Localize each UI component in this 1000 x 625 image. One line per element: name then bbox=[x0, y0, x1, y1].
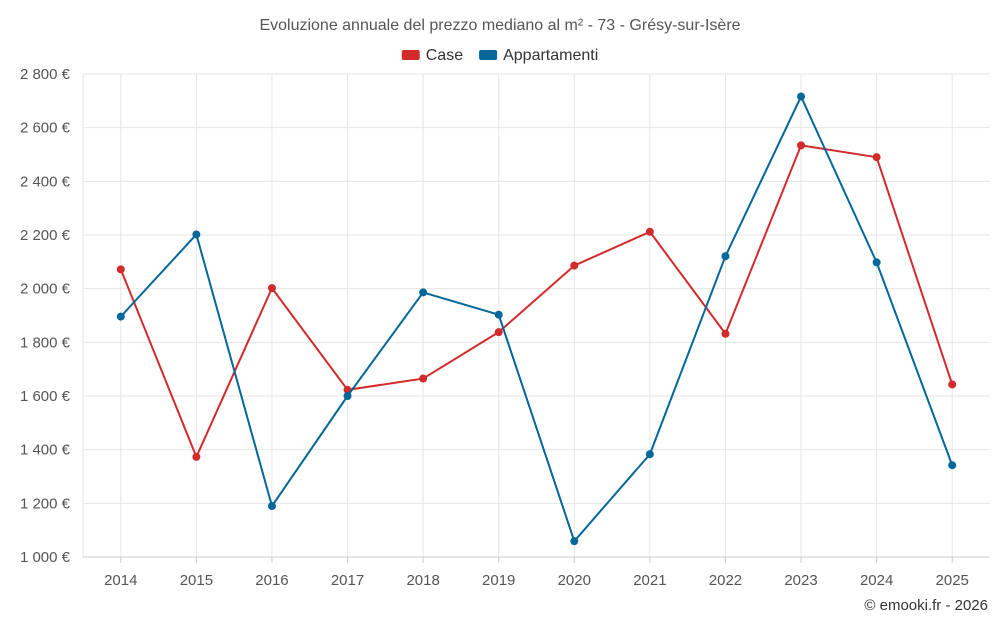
credit-text: © emooki.fr - 2026 bbox=[864, 597, 988, 614]
y-tick-label: 1 000 € bbox=[20, 549, 71, 566]
data-point[interactable] bbox=[645, 227, 654, 236]
x-tick-label: 2018 bbox=[406, 572, 439, 589]
legend-swatch bbox=[401, 50, 420, 60]
x-tick-label: 2024 bbox=[860, 572, 893, 589]
legend-label: Appartamenti bbox=[503, 47, 598, 64]
legend-item-appartamenti[interactable]: Appartamenti bbox=[479, 47, 598, 64]
x-tick-label: 2019 bbox=[482, 572, 515, 589]
y-tick-label: 2 600 € bbox=[20, 120, 71, 137]
legend: Case Appartamenti bbox=[401, 47, 598, 64]
data-point[interactable] bbox=[494, 310, 503, 319]
y-tick-label: 1 400 € bbox=[20, 442, 71, 459]
series-line bbox=[119, 144, 954, 458]
data-point[interactable] bbox=[948, 461, 957, 470]
x-tick-label: 2021 bbox=[633, 572, 666, 589]
data-point[interactable] bbox=[419, 288, 428, 297]
data-point[interactable] bbox=[797, 92, 806, 101]
y-tick-label: 1 200 € bbox=[20, 495, 71, 512]
data-point[interactable] bbox=[116, 312, 125, 321]
y-axis: 1 000 € 1 200 € 1 400 € 1 600 € 1 800 € 2 000… bbox=[20, 66, 71, 566]
series-case bbox=[116, 141, 957, 461]
legend-label: Case bbox=[426, 47, 463, 64]
data-point[interactable] bbox=[192, 452, 201, 461]
data-point[interactable] bbox=[797, 141, 806, 150]
x-tick-label: 2016 bbox=[255, 572, 288, 589]
y-tick-label: 2 400 € bbox=[20, 173, 71, 190]
data-point[interactable] bbox=[192, 230, 201, 239]
x-tick-label: 2017 bbox=[331, 572, 364, 589]
data-point[interactable] bbox=[872, 258, 881, 267]
gridlines bbox=[82, 73, 990, 557]
series-appartamenti bbox=[116, 92, 957, 546]
data-point[interactable] bbox=[343, 392, 352, 400]
legend-item-case[interactable]: Case bbox=[401, 47, 463, 64]
y-tick-label: 2 800 € bbox=[20, 66, 71, 83]
series-line bbox=[120, 95, 954, 543]
x-tick-label: 2014 bbox=[104, 572, 137, 589]
legend-swatch bbox=[479, 50, 498, 60]
y-tick-label: 2 000 € bbox=[20, 281, 71, 298]
x-tick-label: 2022 bbox=[709, 572, 742, 589]
data-point[interactable] bbox=[872, 153, 881, 162]
series-layer bbox=[116, 92, 957, 546]
x-tick-label: 2015 bbox=[180, 572, 213, 589]
data-point[interactable] bbox=[948, 380, 957, 389]
data-point[interactable] bbox=[721, 329, 730, 338]
data-point[interactable] bbox=[116, 265, 125, 274]
data-point[interactable] bbox=[570, 537, 579, 546]
chart-title: Evoluzione annuale del prezzo mediano al… bbox=[259, 17, 740, 34]
x-tick-label: 2025 bbox=[936, 572, 969, 589]
y-tick-label: 1 600 € bbox=[20, 388, 71, 405]
data-point[interactable] bbox=[570, 261, 579, 270]
x-tick-label: 2023 bbox=[784, 572, 817, 589]
data-point[interactable] bbox=[645, 450, 654, 459]
data-point[interactable] bbox=[267, 502, 276, 511]
y-tick-label: 2 200 € bbox=[20, 227, 71, 244]
data-point[interactable] bbox=[494, 328, 503, 337]
data-point[interactable] bbox=[721, 252, 730, 261]
y-tick-label: 1 800 € bbox=[20, 334, 71, 351]
data-point[interactable] bbox=[267, 284, 276, 293]
data-point[interactable] bbox=[419, 374, 428, 383]
x-tick-label: 2020 bbox=[558, 572, 591, 589]
x-axis: 2014 2015 2016 2017 2018 2019 2020 2021 2022 2023… bbox=[83, 556, 990, 589]
